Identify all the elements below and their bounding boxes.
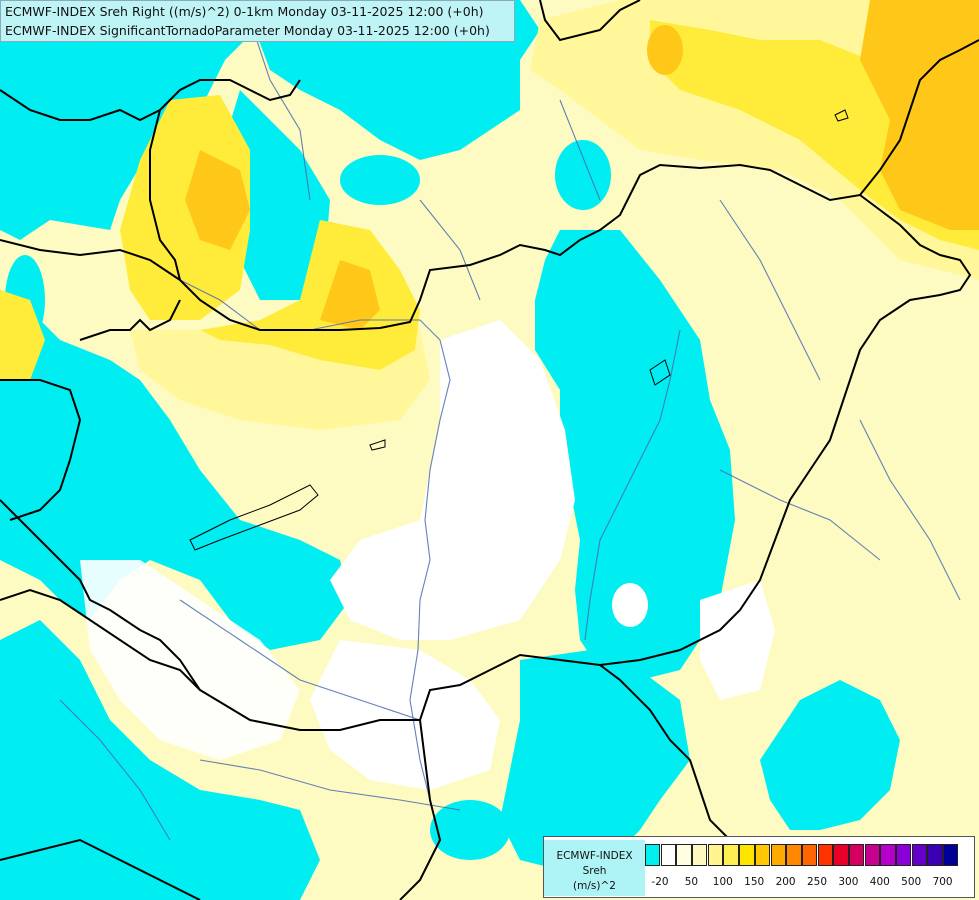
river-tisza bbox=[584, 329, 681, 641]
legend: ECMWF-INDEX Sreh (m/s)^2 -20 50 100 150 200 2… bbox=[543, 836, 975, 898]
border-poland bbox=[539, 0, 641, 42]
legend-title-2: Sreh bbox=[582, 865, 607, 877]
legend-swatch bbox=[692, 844, 708, 866]
white-west-patch bbox=[80, 560, 300, 760]
white-east-strip bbox=[700, 580, 775, 700]
border-austria bbox=[79, 299, 181, 341]
river-sava bbox=[199, 759, 461, 811]
cyan-island-4 bbox=[430, 800, 510, 860]
yel-ridge bbox=[200, 220, 420, 370]
cyan-island-5 bbox=[340, 155, 420, 205]
border-ukraine bbox=[859, 39, 979, 196]
legend-title-3: (m/s)^2 bbox=[573, 880, 616, 892]
cyan-north-lobe bbox=[225, 90, 330, 300]
border-serbia bbox=[399, 719, 442, 900]
legend-swatch bbox=[676, 844, 692, 866]
river-north-2 bbox=[419, 199, 481, 301]
title-box: ECMWF-INDEX Sreh Right ((m/s)^2) 0-1km M… bbox=[0, 0, 515, 42]
border-croatia bbox=[0, 588, 201, 691]
legend-swatch bbox=[786, 844, 802, 866]
legend-tick-label: 100 bbox=[712, 876, 733, 888]
lakes bbox=[189, 109, 849, 551]
legend-swatch bbox=[943, 844, 959, 866]
legend-title-1: ECMWF-INDEX bbox=[556, 850, 633, 862]
legend-swatch bbox=[770, 844, 786, 866]
legend-swatch bbox=[896, 844, 912, 866]
river-east-1 bbox=[719, 199, 821, 381]
river-north-3 bbox=[559, 99, 601, 201]
cyan-island-2 bbox=[555, 140, 611, 210]
gold-ridge bbox=[320, 260, 380, 330]
legend-tick-label: 150 bbox=[744, 876, 765, 888]
legend-swatch bbox=[911, 844, 928, 866]
lake-balaton bbox=[189, 484, 319, 551]
legend-swatches bbox=[645, 844, 959, 866]
river-drava bbox=[179, 599, 421, 721]
white-center bbox=[330, 320, 575, 640]
border-nw bbox=[0, 239, 181, 281]
legend-swatch bbox=[833, 844, 849, 866]
border-south-sw bbox=[0, 838, 201, 900]
title-line-1: ECMWF-INDEX Sreh Right ((m/s)^2) 0-1km M… bbox=[5, 4, 484, 19]
gold-regions bbox=[185, 0, 979, 330]
legend-swatch bbox=[848, 844, 865, 866]
yel-nw-arm bbox=[120, 95, 250, 320]
legend-swatch bbox=[864, 844, 881, 866]
legend-swatch bbox=[645, 844, 661, 866]
river-east-2 bbox=[859, 419, 961, 601]
border-romania-south bbox=[599, 664, 761, 861]
legend-tick-label: 50 bbox=[684, 876, 699, 888]
lake-small-1 bbox=[369, 439, 386, 451]
cyan-southeast bbox=[760, 680, 900, 830]
legend-swatch bbox=[927, 844, 943, 866]
legend-tick-label: 300 bbox=[838, 876, 859, 888]
cyan-southwest bbox=[0, 620, 320, 900]
gold-spot bbox=[647, 25, 683, 75]
legend-tick-label: 400 bbox=[869, 876, 890, 888]
legend-swatch bbox=[801, 844, 818, 866]
gold-nw bbox=[185, 150, 250, 250]
border-slovakia-austria bbox=[0, 79, 301, 122]
border-hungary bbox=[0, 163, 972, 731]
cyan-northwest bbox=[0, 0, 540, 240]
legend-swatch bbox=[660, 844, 677, 866]
cyan-center bbox=[535, 230, 735, 680]
legend-swatch bbox=[739, 844, 755, 866]
title-line-2: ECMWF-INDEX SignificantTornadoParameter … bbox=[5, 23, 490, 38]
yel-west-edge bbox=[0, 290, 45, 380]
river-north-1 bbox=[249, 19, 311, 201]
legend-swatch bbox=[754, 844, 771, 866]
legend-tick-label: 700 bbox=[932, 876, 953, 888]
cyan-south bbox=[500, 650, 690, 870]
legend-swatch bbox=[880, 844, 896, 866]
border-slovakia-west bbox=[149, 109, 181, 281]
legend-tick-label: 200 bbox=[775, 876, 796, 888]
white-regions bbox=[80, 320, 775, 790]
river-east-3 bbox=[719, 469, 881, 561]
legend-tick-label: -20 bbox=[651, 876, 669, 888]
legend-title-block: ECMWF-INDEX Sreh (m/s)^2 bbox=[544, 840, 645, 896]
legend-swatch bbox=[707, 844, 724, 866]
legend-tick-label: 250 bbox=[806, 876, 828, 888]
legend-swatch bbox=[817, 844, 833, 866]
gold-ne bbox=[860, 0, 979, 230]
legend-tick-label: 500 bbox=[901, 876, 922, 888]
border-slovenia bbox=[0, 379, 82, 521]
legend-swatch bbox=[723, 844, 739, 866]
lake-small-2 bbox=[834, 109, 849, 122]
lake-small-3 bbox=[649, 359, 671, 386]
white-central-hole bbox=[612, 583, 648, 627]
river-sw bbox=[59, 699, 171, 841]
